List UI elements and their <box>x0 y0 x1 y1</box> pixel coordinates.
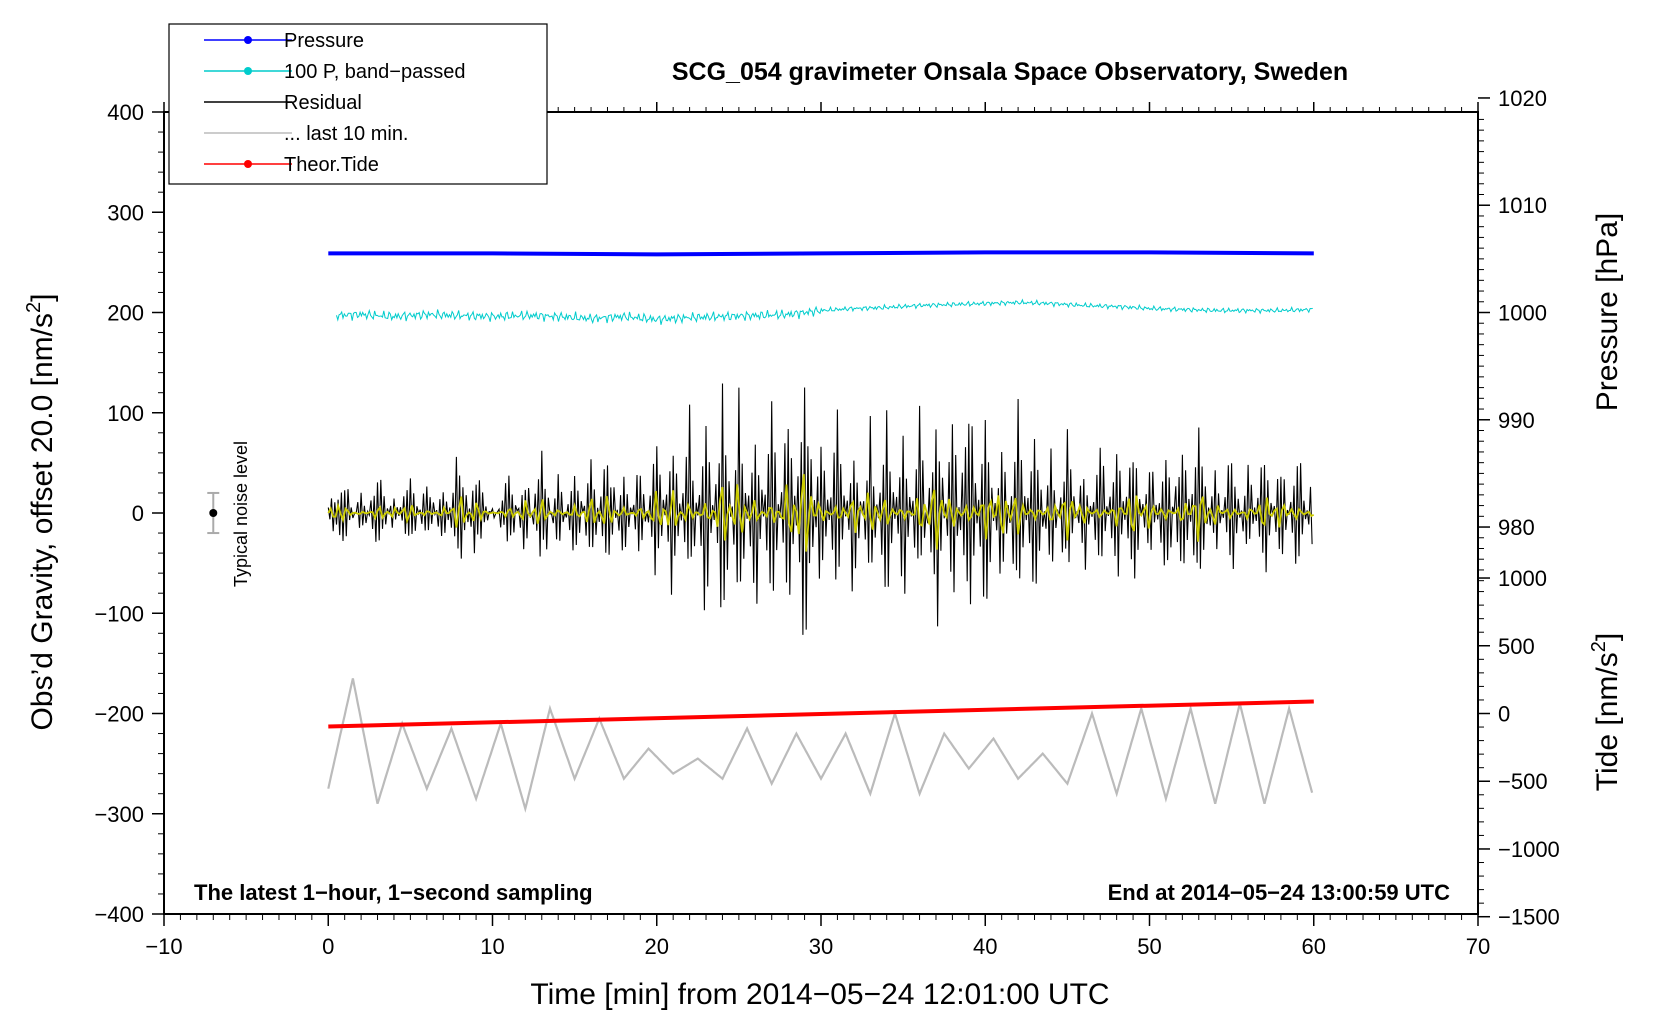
legend-label: Theor.Tide <box>284 154 379 176</box>
y-axis-pressure: 1030 1020 1010 1000 990 980 <box>1478 0 1547 582</box>
series-theor-tide-line <box>328 699 1314 729</box>
y-tick-label: 300 <box>107 200 144 225</box>
x-tick-label: 10 <box>480 934 504 959</box>
legend-label: Pressure <box>284 30 364 52</box>
x-tick-label: 30 <box>809 934 833 959</box>
y-axis-left-title: Obs’d Gravity, offset 20.0 [nm/s2] <box>23 294 59 731</box>
tide-tick-label: 0 <box>1498 702 1510 727</box>
y-tick-label: 100 <box>107 401 144 426</box>
x-tick-label: 20 <box>645 934 669 959</box>
x-tick-label: 0 <box>322 934 334 959</box>
tide-tick-label: −500 <box>1498 769 1548 794</box>
x-tick-label: 50 <box>1137 934 1161 959</box>
x-tick-label: −10 <box>145 934 182 959</box>
y-axis-tide-title: Tide [nm/s2] <box>1588 633 1624 791</box>
series-last-10-min-line <box>327 678 1314 813</box>
series-residual-smoothed-line <box>327 474 1315 552</box>
pressure-tick-label: 1030 <box>1498 0 1547 4</box>
x-axis: −10 0 10 20 30 40 50 60 70 <box>145 102 1490 959</box>
y-tick-label: 200 <box>107 301 144 326</box>
legend-marker <box>244 67 252 75</box>
chart-title: SCG_054 gravimeter Onsala Space Observat… <box>672 58 1348 86</box>
pressure-tick-label: 990 <box>1498 408 1535 433</box>
y-axis-left: 400 300 200 100 0 −100 −200 −300 −400 <box>94 100 164 927</box>
y-tick-label: 0 <box>132 501 144 526</box>
legend-marker <box>244 160 252 168</box>
noise-label: Typical noise level <box>231 441 251 587</box>
pressure-tick-label: 1020 <box>1498 86 1547 111</box>
noise-point <box>209 509 218 517</box>
tide-tick-label: −1500 <box>1498 905 1560 930</box>
legend-label: ... last 10 min. <box>284 123 409 145</box>
x-tick-label: 70 <box>1466 934 1490 959</box>
legend-label: 100 P, band−passed <box>284 61 465 83</box>
y-tick-label: 400 <box>107 100 144 125</box>
legend-box <box>168 23 548 185</box>
series-residual-line <box>327 383 1313 635</box>
footnote-right: End at 2014−05−24 13:00:59 UTC <box>1108 880 1451 905</box>
footnote-left: The latest 1−hour, 1−second sampling <box>194 880 593 905</box>
x-tick-label: 40 <box>973 934 997 959</box>
series-layer <box>327 250 1315 813</box>
y-tick-label: −100 <box>94 601 144 626</box>
series-band-passed-line <box>336 298 1313 325</box>
x-axis-title: Time [min] from 2014−05−24 12:01:00 UTC <box>530 978 1109 1011</box>
tide-tick-label: −1000 <box>1498 837 1560 862</box>
pressure-tick-label: 980 <box>1498 515 1535 540</box>
legend: Pressure 100 P, band−passed Residual ... la… <box>168 23 548 185</box>
legend-marker <box>244 36 252 44</box>
x-tick-label: 60 <box>1302 934 1326 959</box>
series-pressure-line <box>328 250 1314 257</box>
tide-tick-label: 500 <box>1498 634 1535 659</box>
y-axis-pressure-title: Pressure [hPa] <box>1591 213 1624 411</box>
y-tick-label: −300 <box>94 802 144 827</box>
legend-label: Residual <box>284 92 362 114</box>
pressure-tick-label: 1010 <box>1498 193 1547 218</box>
y-tick-label: −400 <box>94 902 144 927</box>
tide-tick-label: 1000 <box>1498 566 1547 591</box>
y-axis-tide: 1000 500 0 −500 −1000 −1500 <box>1478 566 1560 930</box>
pressure-tick-label: 1000 <box>1498 301 1547 326</box>
y-tick-label: −200 <box>94 702 144 727</box>
noise-marker <box>207 491 220 535</box>
